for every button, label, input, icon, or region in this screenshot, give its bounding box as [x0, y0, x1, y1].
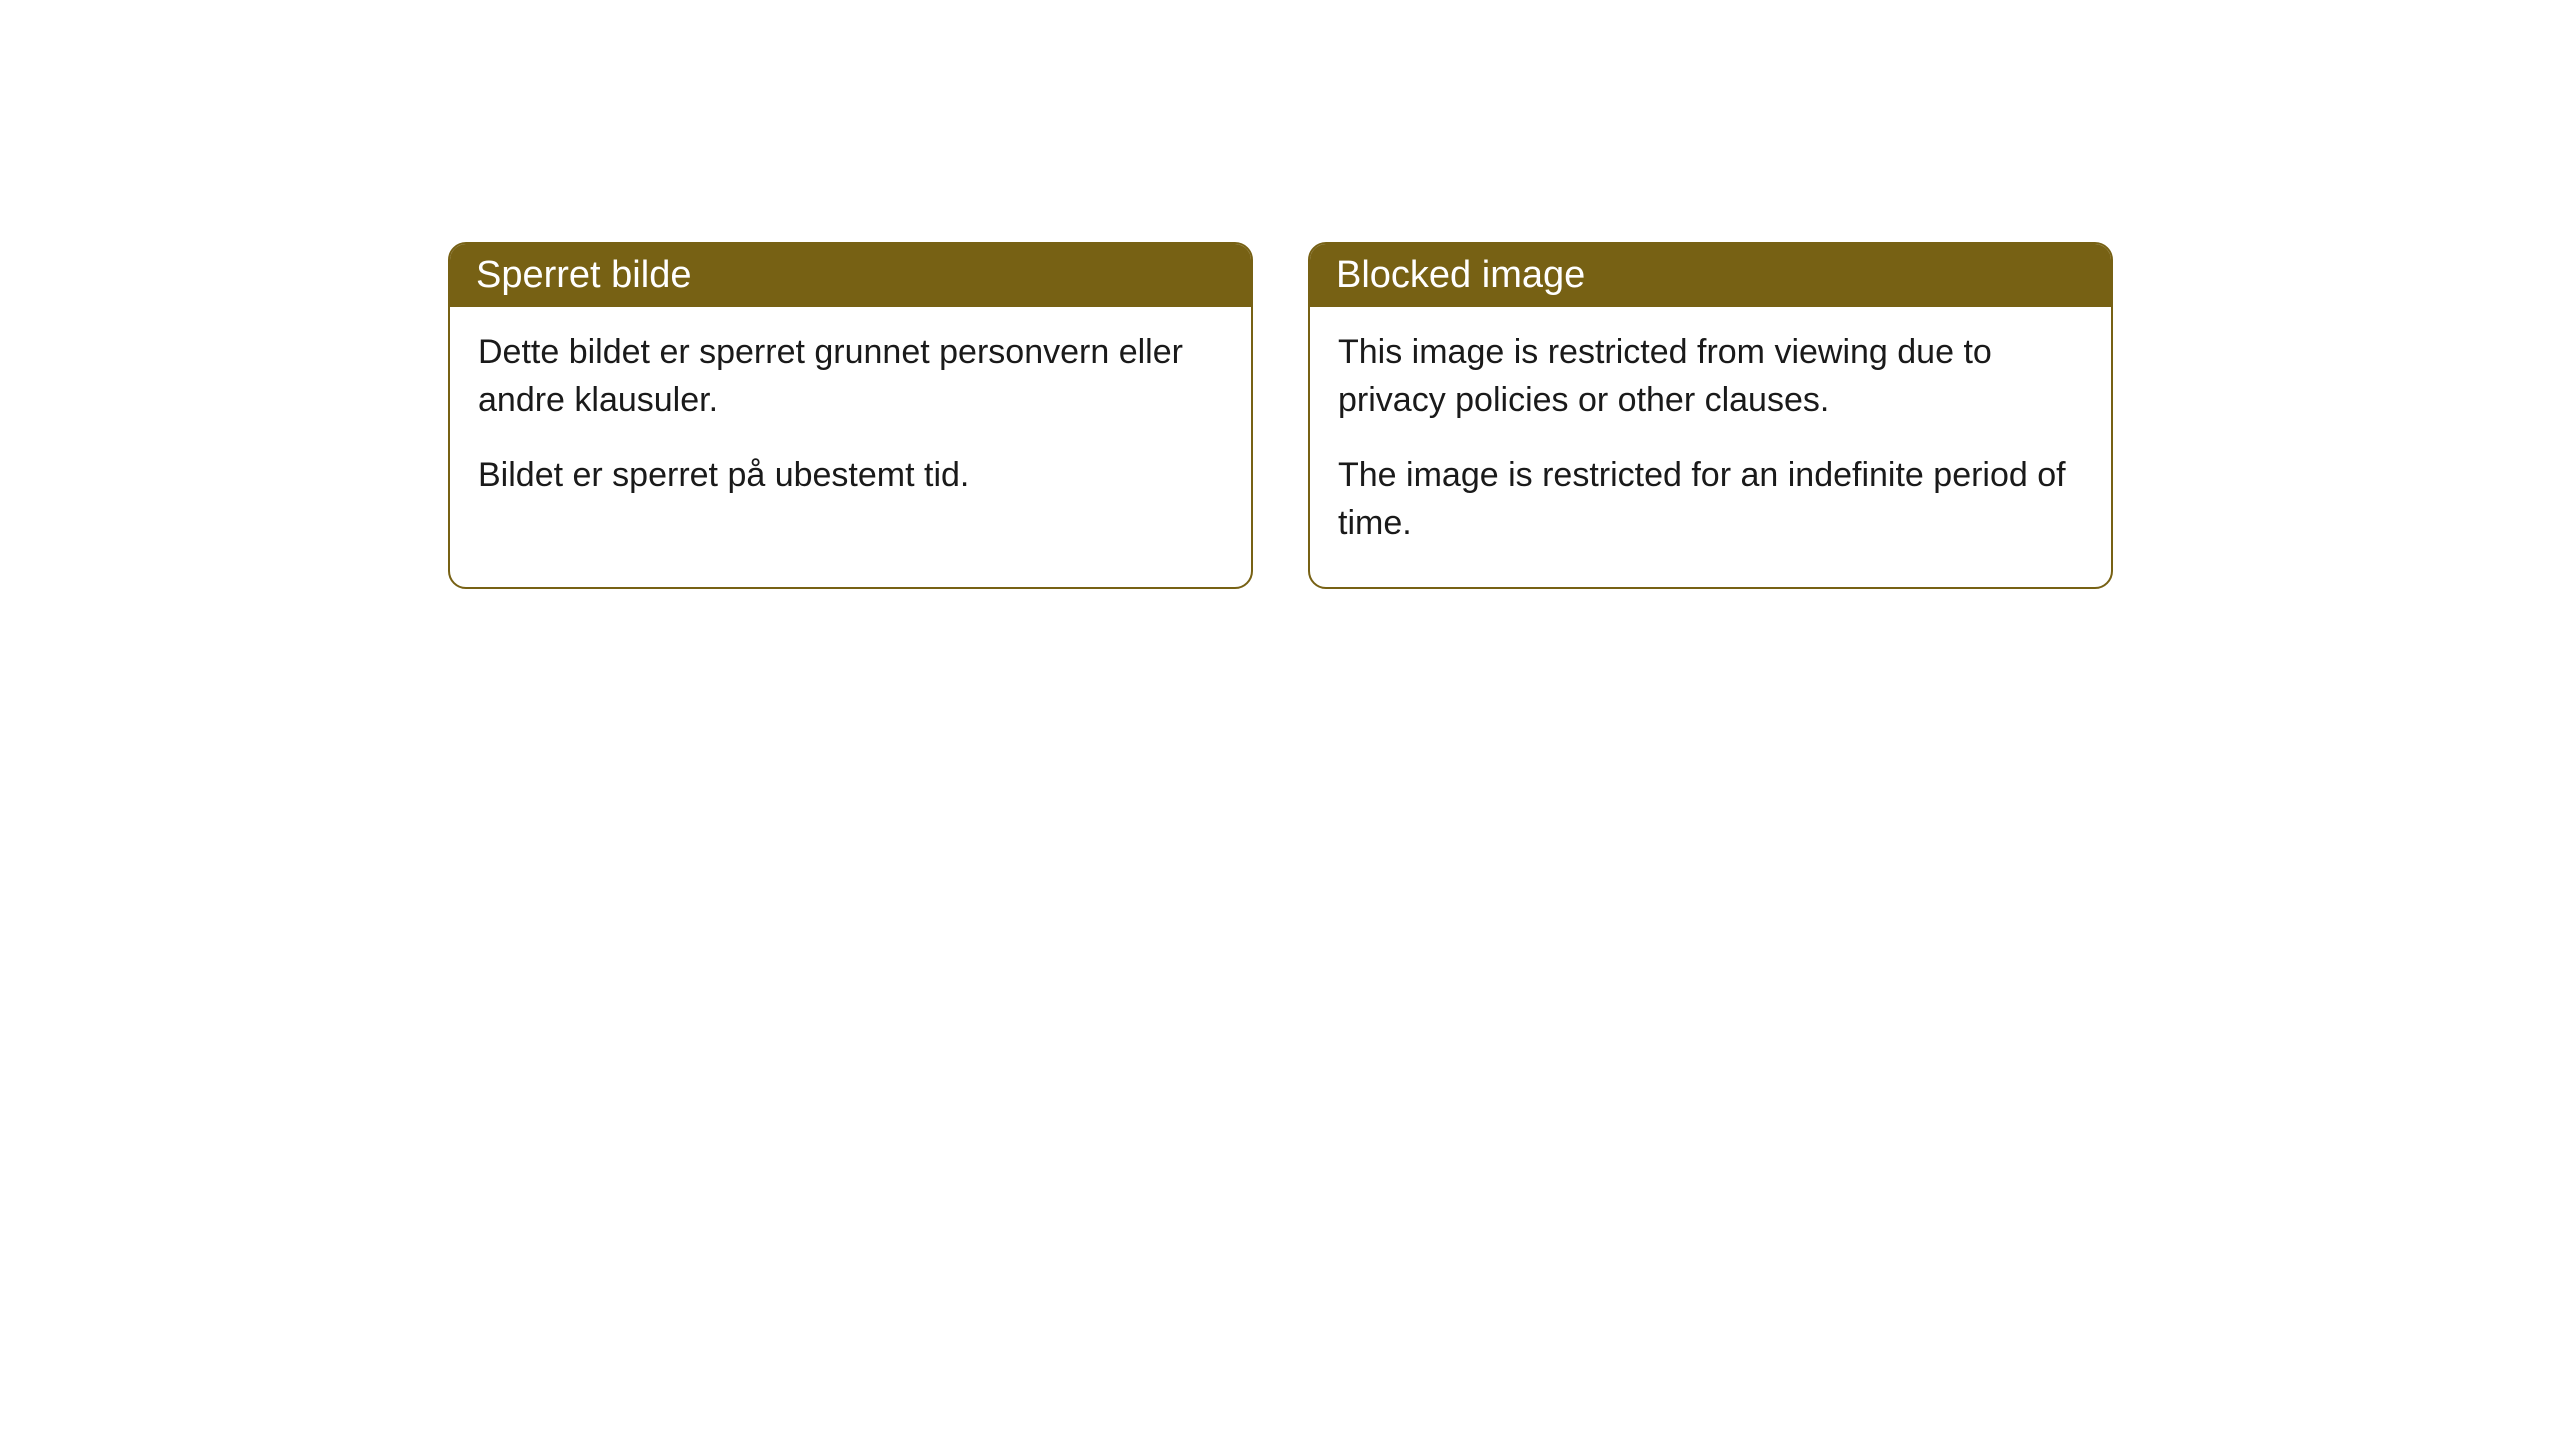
card-body-norwegian: Dette bildet er sperret grunnet personve…: [450, 307, 1251, 540]
blocked-image-card-english: Blocked image This image is restricted f…: [1308, 242, 2113, 589]
card-body-english: This image is restricted from viewing du…: [1310, 307, 2111, 587]
card-paragraph-1-norwegian: Dette bildet er sperret grunnet personve…: [478, 329, 1223, 424]
card-paragraph-2-norwegian: Bildet er sperret på ubestemt tid.: [478, 452, 1223, 500]
card-header-english: Blocked image: [1310, 244, 2111, 307]
blocked-image-card-norwegian: Sperret bilde Dette bildet er sperret gr…: [448, 242, 1253, 589]
cards-container: Sperret bilde Dette bildet er sperret gr…: [0, 0, 2560, 589]
card-header-norwegian: Sperret bilde: [450, 244, 1251, 307]
card-paragraph-1-english: This image is restricted from viewing du…: [1338, 329, 2083, 424]
card-paragraph-2-english: The image is restricted for an indefinit…: [1338, 452, 2083, 547]
